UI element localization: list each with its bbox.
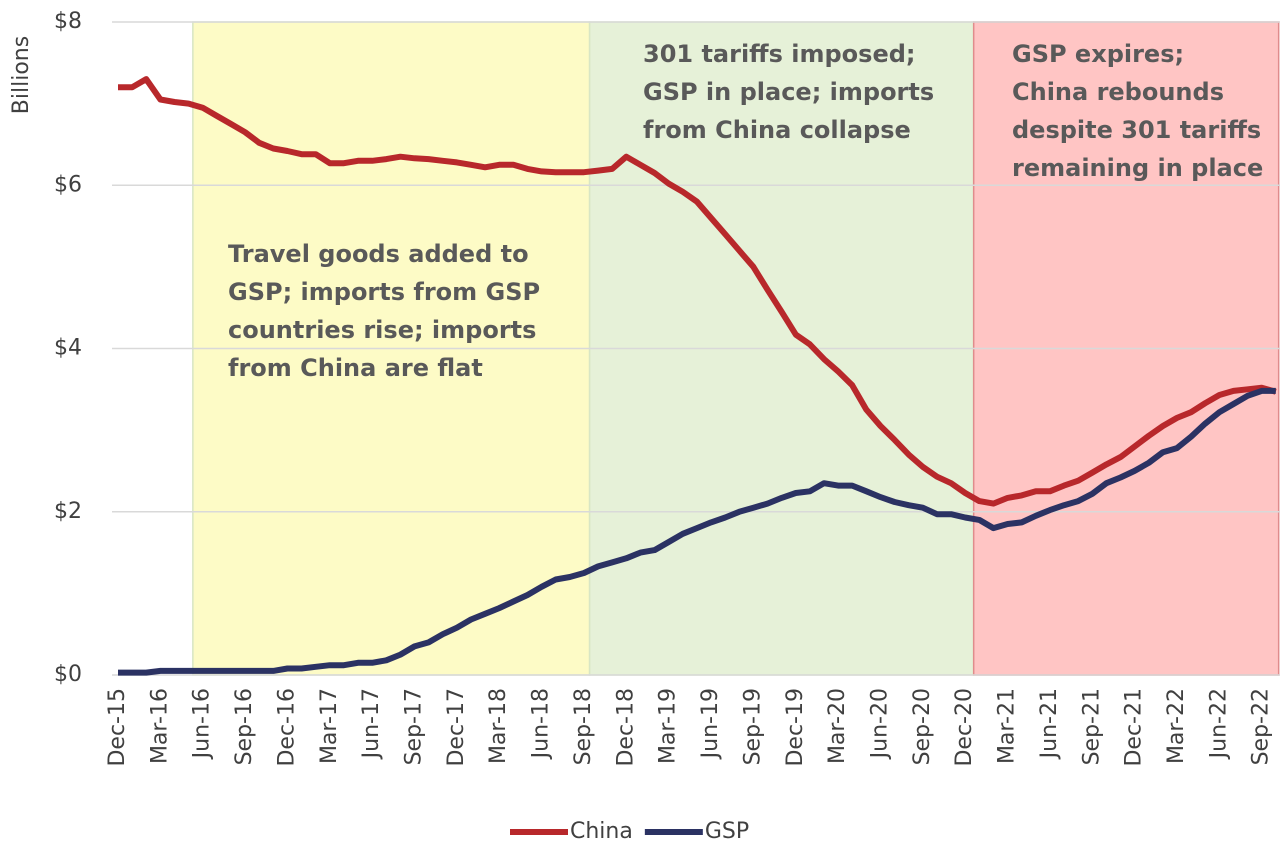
annotation: China rebounds [1012,78,1224,106]
x-tick-label: Sep-20 [910,688,935,765]
legend-label: GSP [705,819,749,844]
x-tick-label: Mar-18 [486,688,511,764]
line-series [118,387,1276,676]
x-tick-label: Dec-18 [613,688,638,767]
x-tick-label: Dec-19 [783,688,808,767]
x-tick-label: Sep-18 [571,688,596,765]
annotation: countries rise; imports [228,316,536,344]
x-tick-label: Mar-17 [317,688,342,764]
annotation: from China collapse [643,116,911,144]
annotation: from China are flat [228,354,483,382]
y-tick-label: $4 [54,336,82,361]
y-tick-label: $0 [54,662,82,687]
x-tick-label: Dec-21 [1122,688,1147,767]
y-axis-label: Billions [9,36,34,114]
annotation: 301 tariffs imposed; [643,40,916,68]
x-tick-label: Jun-19 [698,688,723,760]
x-tick-label: Sep-19 [740,688,765,765]
x-tick-label: Sep-17 [402,688,427,765]
x-tick-label: Mar-21 [995,688,1020,764]
x-tick-label: Sep-22 [1249,688,1274,765]
x-tick-label: Mar-20 [825,688,850,764]
y-tick-label: $2 [54,499,82,524]
x-tick-label: Mar-16 [147,688,172,764]
x-tick-label: Jun-18 [529,688,554,760]
annotation: despite 301 tariffs [1012,116,1261,144]
legend-label: China [570,819,633,844]
x-tick-label: Dec-15 [105,688,130,767]
x-tick-label: Sep-21 [1079,688,1104,765]
x-tick-label: Jun-21 [1037,688,1062,760]
annotation: GSP expires; [1012,40,1184,68]
x-tick-label: Jun-20 [867,688,892,760]
x-tick-label: Dec-20 [952,688,977,767]
x-tick-label: Mar-22 [1164,688,1189,764]
x-tick-label: Sep-16 [232,688,257,765]
annotation: GSP; imports from GSP [228,278,540,306]
annotation: GSP in place; imports [643,78,934,106]
line-series [118,76,1277,507]
x-tick-label: Mar-19 [656,688,681,764]
annotation: Travel goods added to [228,240,529,268]
x-tick-label: Dec-17 [444,688,469,767]
x-tick-label: Jun-22 [1206,688,1231,760]
annotation: remaining in place [1012,154,1263,182]
x-tick-label: Jun-16 [190,688,215,760]
x-tick-label: Dec-16 [274,688,299,767]
y-tick-label: $8 [54,9,82,34]
y-tick-label: $6 [54,172,82,197]
x-tick-label: Jun-17 [359,688,384,760]
